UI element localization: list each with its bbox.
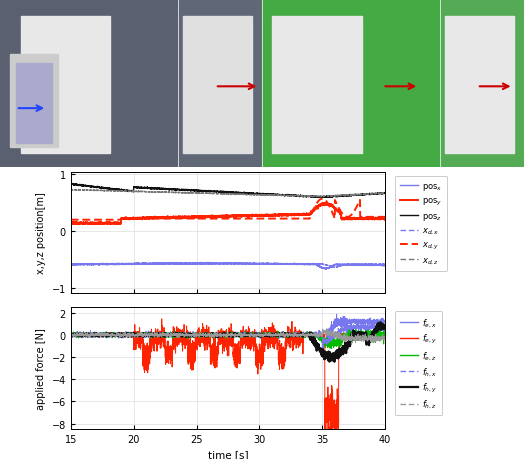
Y-axis label: applied force [N]: applied force [N] [36,328,46,409]
Bar [178,0,262,168]
Bar [440,0,524,168]
Bar [21,17,110,154]
X-axis label: time [s]: time [s] [208,449,248,459]
Bar [0,0,178,168]
Bar [262,0,440,168]
Bar [16,64,52,144]
Legend: $f_{e,x}$, $f_{e,y}$, $f_{e,z}$, $f_{h,x}$, $f_{h,y}$, $f_{h,z}$: $f_{e,x}$, $f_{e,y}$, $f_{e,z}$, $f_{h,x… [395,312,442,415]
Bar [183,17,252,154]
Legend: pos$_x$, pos$_y$, pos$_z$, $x_{d,x}$, $x_{d,y}$, $x_{d,z}$: pos$_x$, pos$_y$, pos$_z$, $x_{d,x}$, $x… [395,176,447,271]
Bar [272,17,362,154]
Bar [10,55,58,147]
Y-axis label: x,y,z position[m]: x,y,z position[m] [36,192,46,274]
Bar [445,17,514,154]
